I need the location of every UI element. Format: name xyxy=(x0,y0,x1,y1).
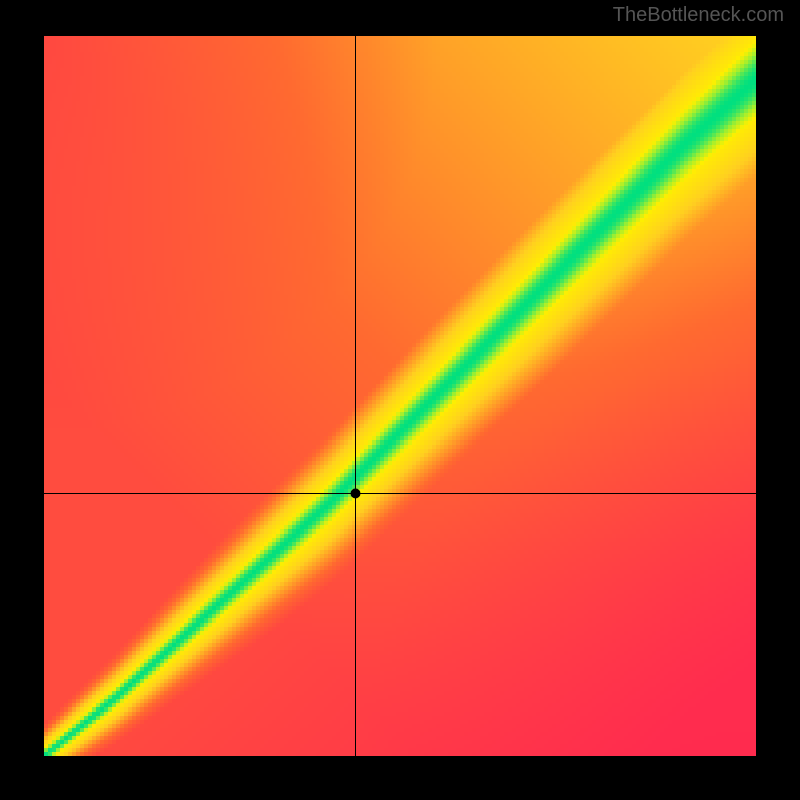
heatmap-canvas xyxy=(44,36,756,756)
chart-container: TheBottleneck.com xyxy=(0,0,800,800)
watermark-text: TheBottleneck.com xyxy=(613,4,784,27)
heatmap-plot xyxy=(44,36,756,756)
